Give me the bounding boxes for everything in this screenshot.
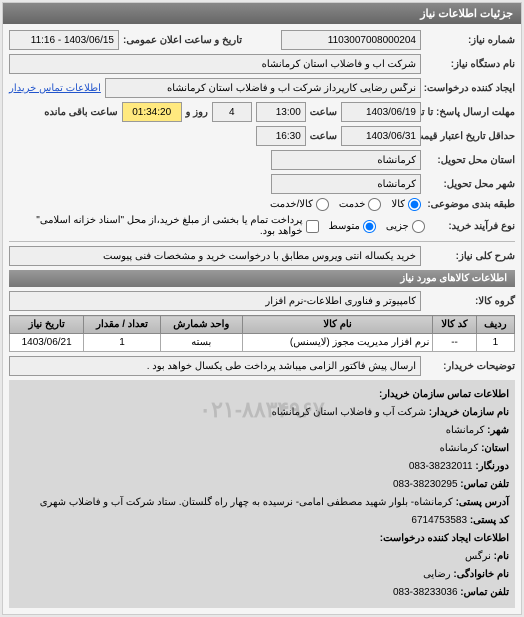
panel-title: جزئیات اطلاعات نیاز	[3, 3, 521, 24]
checkbox-treasury-input[interactable]	[306, 220, 319, 233]
c-city-v: کرمانشاه	[446, 425, 485, 436]
table-row[interactable]: 1 -- نرم افزار مدیریت مجوز (لایسنس) بسته…	[10, 334, 515, 352]
need-no-label: شماره نیاز:	[425, 35, 515, 46]
radio-service-label: خدمت	[339, 199, 366, 210]
c-fax-v: 38232011-083	[409, 461, 473, 472]
days-label: روز و	[186, 107, 208, 118]
form-body: شماره نیاز: تاریخ و ساعت اعلان عمومی: نا…	[3, 24, 521, 614]
city-field	[271, 174, 421, 194]
items-table: ردیف کد کالا نام کالا واحد شمارش تعداد /…	[9, 315, 515, 352]
radio-kala[interactable]: کالا	[391, 198, 421, 211]
time-remain-label: ساعت باقی مانده	[44, 107, 117, 118]
deadline-send-label: مهلت ارسال پاسخ: تا تاریخ:	[425, 107, 515, 118]
radio-service[interactable]: خدمت	[339, 198, 382, 211]
radio-kalaservice-label: کالا/خدمت	[270, 199, 313, 210]
radio-kala-input[interactable]	[408, 198, 421, 211]
deadline-time-field	[256, 102, 306, 122]
th-code: کد کالا	[433, 316, 476, 334]
table-header-row: ردیف کد کالا نام کالا واحد شمارش تعداد /…	[10, 316, 515, 334]
td-date: 1403/06/21	[10, 334, 84, 352]
c-org-l: نام سازمان خریدار:	[429, 407, 509, 418]
th-qty: تعداد / مقدار	[84, 316, 160, 334]
province-field	[271, 150, 421, 170]
announce-label: تاریخ و ساعت اعلان عمومی:	[123, 35, 242, 46]
org-label: نام دستگاه نیاز:	[425, 59, 515, 70]
details-panel: جزئیات اطلاعات نیاز شماره نیاز: تاریخ و …	[2, 2, 522, 615]
time-label-1: ساعت	[310, 107, 337, 118]
radio-medium-input[interactable]	[363, 220, 376, 233]
group-field	[9, 291, 421, 311]
buyer-note-field	[9, 356, 421, 376]
th-unit: واحد شمارش	[160, 316, 242, 334]
radio-kalaservice[interactable]: کالا/خدمت	[270, 198, 329, 211]
checkbox-treasury-label: پرداخت تمام یا بخشی از مبلغ خرید،از محل …	[9, 215, 303, 237]
radio-small[interactable]: جزیی	[386, 220, 425, 233]
desc-label: شرح کلی نیاز:	[425, 251, 515, 262]
province-label: استان محل تحویل:	[425, 155, 515, 166]
time-label-2: ساعت	[310, 131, 337, 142]
creator-section-title: اطلاعات ایجاد کننده درخواست:	[380, 533, 509, 544]
td-row: 1	[476, 334, 514, 352]
c-city-l: شهر:	[487, 425, 509, 436]
c-tel-v: 38230295-083	[393, 479, 458, 490]
validity-date-field	[341, 126, 421, 146]
need-no-field	[281, 30, 421, 50]
days-remain-field	[212, 102, 252, 122]
city-label: شهر محل تحویل:	[425, 179, 515, 190]
validity-label: حداقل تاریخ اعتبار قیمت: تا تاریخ:	[425, 131, 515, 142]
c-lname-l: نام خانوادگی:	[453, 569, 509, 580]
th-name: نام کالا	[242, 316, 433, 334]
c-name-v: نرگس	[465, 551, 491, 562]
separator	[9, 241, 515, 242]
radio-service-input[interactable]	[368, 198, 381, 211]
th-row: ردیف	[476, 316, 514, 334]
c-lname-v: رضایی	[423, 569, 451, 580]
th-date: تاریخ نیاز	[10, 316, 84, 334]
td-qty: 1	[84, 334, 160, 352]
time-remain-field	[122, 102, 182, 122]
c-zip-l: کد پستی:	[470, 515, 509, 526]
radio-small-label: جزیی	[386, 221, 409, 232]
radio-kalaservice-input[interactable]	[316, 198, 329, 211]
items-section-title: اطلاعات کالاهای مورد نیاز	[9, 270, 515, 287]
deadline-date-field	[341, 102, 421, 122]
radio-small-input[interactable]	[412, 220, 425, 233]
buy-type-label: نوع فرآیند خرید:	[429, 221, 515, 232]
creator-field	[105, 78, 421, 98]
td-name: نرم افزار مدیریت مجوز (لایسنس)	[242, 334, 433, 352]
contact-section-title: اطلاعات تماس سازمان خریدار:	[379, 389, 509, 400]
buy-type-group: جزیی متوسط پرداخت تمام یا بخشی از مبلغ خ…	[9, 215, 425, 237]
contact-link[interactable]: اطلاعات تماس خریدار	[9, 83, 101, 94]
announce-field	[9, 30, 119, 50]
td-unit: بسته	[160, 334, 242, 352]
validity-time-field	[256, 126, 306, 146]
c-prov-l: استان:	[481, 443, 509, 454]
c-zip-v: 6714753583	[411, 515, 467, 526]
c-org-v: شرکت آب و فاضلاب استان کرمانشاه	[272, 407, 426, 418]
subject-type-group: کالا خدمت کالا/خدمت	[270, 198, 421, 211]
c-name-l: نام:	[494, 551, 509, 562]
c-prov-v: کرمانشاه	[440, 443, 479, 454]
contact-block: ۰۲۱-۸۸۳۴۹۶۷ اطلاعات تماس سازمان خریدار: …	[9, 380, 515, 608]
c-ctel-v: 38233036-083	[393, 587, 458, 598]
creator-label: ایجاد کننده درخواست:	[425, 83, 515, 94]
radio-medium-label: متوسط	[329, 221, 360, 232]
buyer-note-label: توضیحات خریدار:	[425, 361, 515, 372]
checkbox-treasury[interactable]: پرداخت تمام یا بخشی از مبلغ خرید،از محل …	[9, 215, 319, 237]
c-ctel-l: تلفن تماس:	[460, 587, 509, 598]
group-label: گروه کالا:	[425, 296, 515, 307]
c-fax-l: دورنگار:	[475, 461, 509, 472]
radio-medium[interactable]: متوسط	[329, 220, 376, 233]
desc-field	[9, 246, 421, 266]
c-addr-v: کرمانشاه- بلوار شهید مصطفی امامی- نرسیده…	[40, 497, 453, 508]
c-tel-l: تلفن تماس:	[460, 479, 509, 490]
radio-kala-label: کالا	[391, 199, 405, 210]
subject-type-label: طبقه بندی موضوعی:	[425, 199, 515, 210]
c-addr-l: آدرس پستی:	[456, 497, 509, 508]
td-code: --	[433, 334, 476, 352]
org-field	[9, 54, 421, 74]
